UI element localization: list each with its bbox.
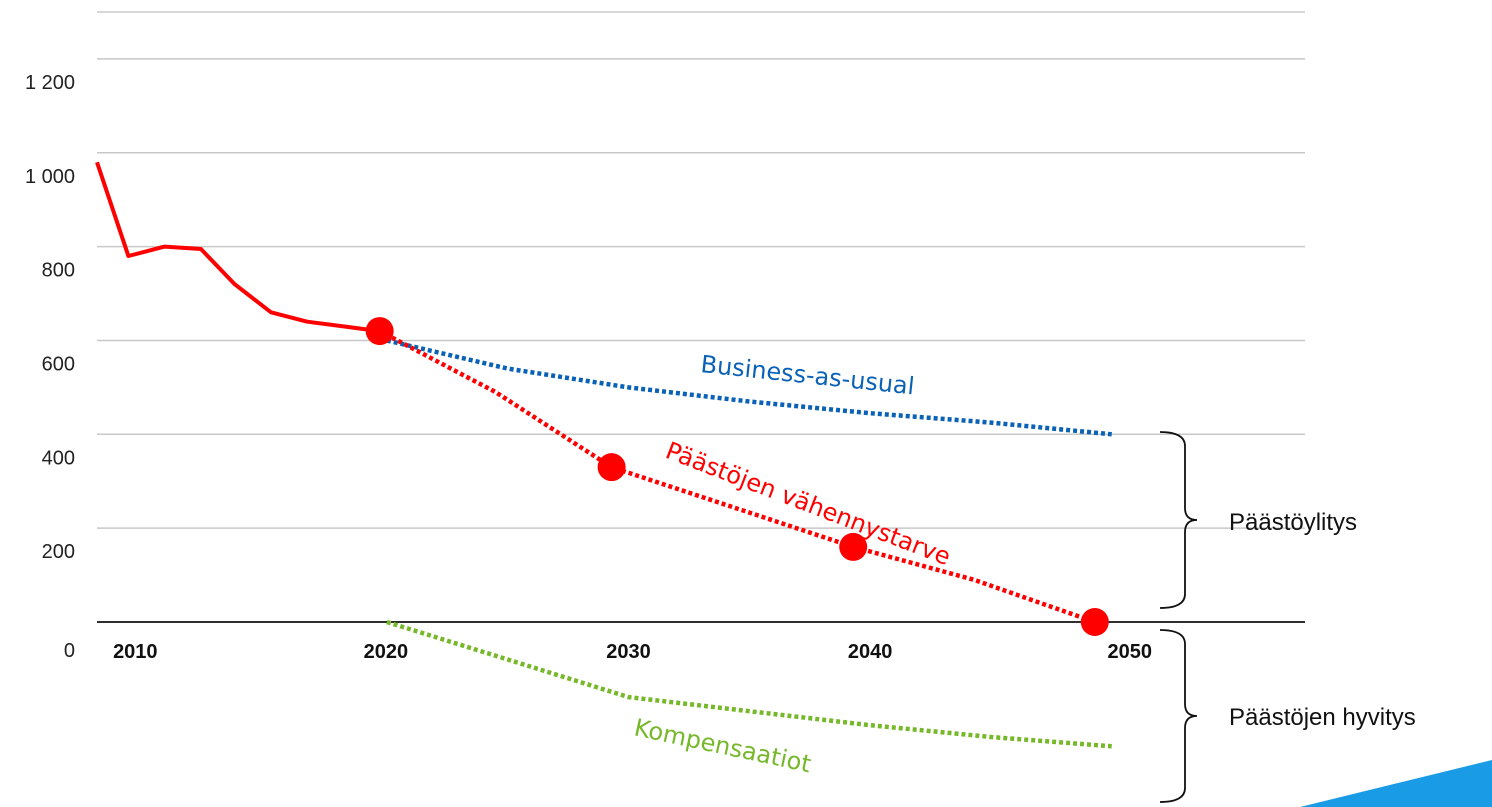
- y-tick-label: 600: [42, 353, 75, 375]
- y-tick-label: 200: [42, 541, 75, 563]
- x-axis-ticks: 2010 2020 2030 2040 2050: [113, 641, 1152, 663]
- x-tick-label: 2030: [606, 641, 651, 663]
- brace-label-emission-offset: Päästöjen hyvitys: [1229, 704, 1416, 731]
- data-point-marker: [365, 317, 394, 346]
- y-tick-label: 1 200: [25, 72, 75, 94]
- y-tick-label: 400: [42, 447, 75, 469]
- brace-annotations: [1159, 431, 1198, 803]
- brace-label-emission-excess: Päästöylitys: [1229, 509, 1357, 536]
- y-tick-label: 800: [42, 260, 75, 282]
- data-point-marker: [1080, 608, 1109, 636]
- series-line-compensation: [386, 619, 1112, 749]
- series-label-reduction-need: Päästöjen vähennystarve: [662, 436, 955, 571]
- series-label-business-as-usual: Business-as-usual: [699, 350, 915, 400]
- series-markers: [365, 317, 1109, 636]
- x-tick-label: 2040: [848, 641, 893, 663]
- y-tick-label: 0: [64, 640, 75, 662]
- brace-emission-offset: [1159, 629, 1198, 803]
- data-point-marker: [597, 453, 626, 482]
- data-point-marker: [839, 532, 868, 561]
- brace-emission-excess: [1159, 431, 1198, 609]
- series-line-bau: [386, 338, 1112, 437]
- series-lines: [95, 161, 1112, 749]
- series-label-compensations: Kompensaatiot: [632, 713, 814, 778]
- x-tick-label: 2050: [1107, 641, 1152, 663]
- series-line-historical: [95, 161, 380, 334]
- y-tick-label: 1 000: [25, 166, 75, 188]
- gridlines: [97, 11, 1305, 623]
- corner-logo-shape: [1300, 760, 1492, 807]
- y-axis-ticks: 1 200 1 000 800 600 400 200 0: [25, 72, 75, 662]
- x-tick-label: 2010: [113, 641, 158, 663]
- x-tick-label: 2020: [364, 641, 409, 663]
